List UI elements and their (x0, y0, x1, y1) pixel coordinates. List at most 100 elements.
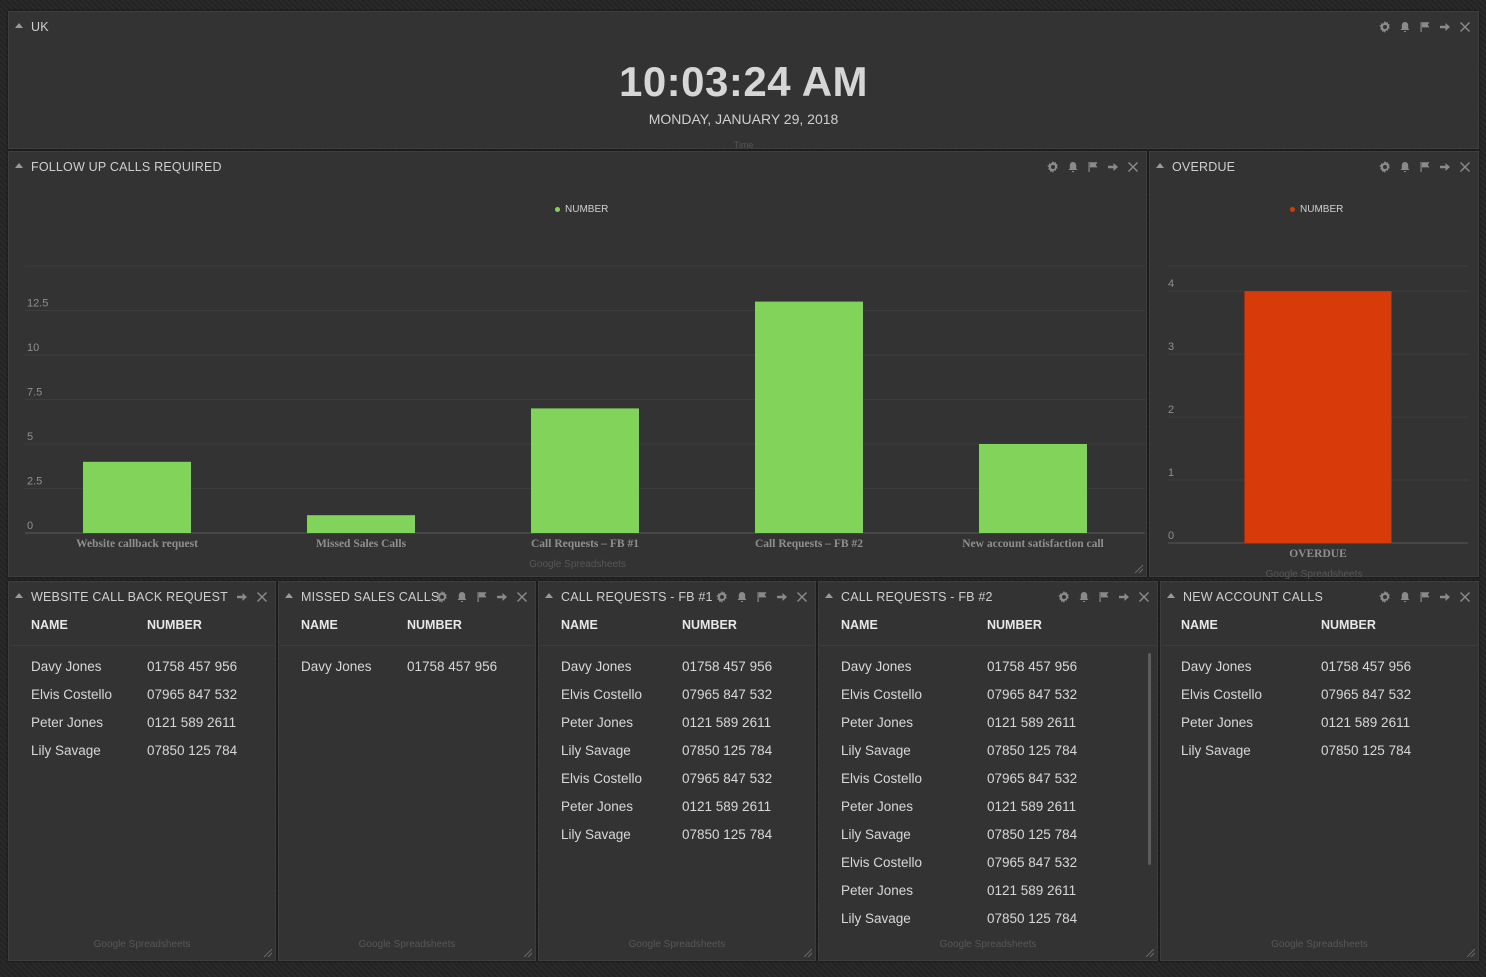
arrow-right-icon[interactable] (1438, 590, 1452, 604)
resize-handle[interactable] (1146, 949, 1154, 957)
table-row[interactable]: Lily Savage 07850 125 784 (819, 738, 1157, 766)
table-row[interactable]: Peter Jones 0121 589 2611 (9, 710, 275, 738)
table-row[interactable]: Peter Jones 0121 589 2611 (1161, 710, 1478, 738)
table-row[interactable]: Peter Jones 0121 589 2611 (539, 710, 815, 738)
bell-icon[interactable] (1398, 20, 1412, 34)
arrow-right-icon[interactable] (1117, 590, 1131, 604)
bar[interactable] (83, 461, 191, 533)
collapse-caret[interactable] (825, 593, 833, 598)
table-row[interactable]: Lily Savage 07850 125 784 (819, 906, 1157, 934)
collapse-caret[interactable] (1167, 593, 1175, 598)
close-icon[interactable] (515, 590, 529, 604)
table-row[interactable]: Peter Jones 0121 589 2611 (819, 794, 1157, 822)
collapse-caret[interactable] (15, 593, 23, 598)
flag-icon[interactable] (1418, 590, 1432, 604)
cell-name: Peter Jones (841, 883, 914, 898)
close-icon[interactable] (1137, 590, 1151, 604)
arrow-right-icon[interactable] (1106, 160, 1120, 174)
bar[interactable] (307, 515, 415, 533)
collapse-caret[interactable] (545, 593, 553, 598)
flag-icon[interactable] (1418, 20, 1432, 34)
table-row[interactable]: Lily Savage 07850 125 784 (539, 738, 815, 766)
bell-icon[interactable] (735, 590, 749, 604)
table-row[interactable]: Lily Savage 07850 125 784 (9, 738, 275, 766)
arrow-right-icon[interactable] (235, 590, 249, 604)
table-row[interactable]: Elvis Costello 07965 847 532 (539, 766, 815, 794)
gear-icon[interactable] (1378, 160, 1392, 174)
table-row[interactable]: Davy Jones 01758 457 956 (9, 654, 275, 682)
y-tick-label: 3 (1168, 341, 1174, 353)
resize-handle[interactable] (804, 949, 812, 957)
collapse-caret[interactable] (15, 23, 23, 28)
arrow-right-icon[interactable] (1438, 20, 1452, 34)
widget-toolbar (715, 590, 809, 604)
bar[interactable] (979, 444, 1087, 533)
clock-date: MONDAY, JANUARY 29, 2018 (648, 111, 839, 127)
table-row[interactable]: Davy Jones 01758 457 956 (279, 654, 535, 682)
call-requests-fb1-table-widget: CALL REQUESTS - FB #1 NAME NUMBER Davy Jone… (538, 581, 816, 961)
cell-number: 01758 457 956 (987, 659, 1078, 674)
table-row[interactable]: Lily Savage 07850 125 784 (539, 822, 815, 850)
bell-icon[interactable] (1398, 590, 1412, 604)
close-icon[interactable] (1458, 20, 1472, 34)
gear-icon[interactable] (1378, 590, 1392, 604)
table-row[interactable]: Elvis Costello 07965 847 532 (9, 682, 275, 710)
bar[interactable] (1244, 291, 1392, 543)
table-row[interactable]: Peter Jones 0121 589 2611 (539, 794, 815, 822)
close-icon[interactable] (255, 590, 269, 604)
table-row[interactable]: Davy Jones 01758 457 956 (819, 654, 1157, 682)
table-row[interactable]: Davy Jones 01758 457 956 (539, 654, 815, 682)
resize-handle[interactable] (1135, 565, 1143, 573)
gear-icon[interactable] (1046, 160, 1060, 174)
gear-icon[interactable] (435, 590, 449, 604)
collapse-caret[interactable] (285, 593, 293, 598)
resize-handle[interactable] (264, 949, 272, 957)
bell-icon[interactable] (1077, 590, 1091, 604)
table-row[interactable]: Davy Jones 01758 457 956 (1161, 654, 1478, 682)
flag-icon[interactable] (1086, 160, 1100, 174)
arrow-right-icon[interactable] (495, 590, 509, 604)
gear-icon[interactable] (1057, 590, 1071, 604)
cell-number: 07965 847 532 (682, 687, 773, 702)
resize-handle[interactable] (1467, 949, 1475, 957)
table-row[interactable]: Elvis Costello 07965 847 532 (819, 766, 1157, 794)
close-icon[interactable] (1458, 160, 1472, 174)
scrollbar[interactable] (1148, 653, 1151, 865)
x-category-label: Missed Sales Calls (316, 538, 407, 550)
arrow-right-icon[interactable] (1438, 160, 1452, 174)
bar[interactable] (755, 301, 863, 533)
table-row[interactable]: Peter Jones 0121 589 2611 (819, 710, 1157, 738)
table-row[interactable]: Elvis Costello 07965 847 532 (819, 682, 1157, 710)
table-row[interactable]: Peter Jones 0121 589 2611 (819, 878, 1157, 906)
flag-icon[interactable] (1097, 590, 1111, 604)
flag-icon[interactable] (755, 590, 769, 604)
flag-icon[interactable] (475, 590, 489, 604)
flag-icon[interactable] (1418, 160, 1432, 174)
bell-icon[interactable] (1066, 160, 1080, 174)
widget-toolbar (1378, 20, 1472, 34)
table-row[interactable]: Lily Savage 07850 125 784 (819, 822, 1157, 850)
table-row[interactable]: Lily Savage 07850 125 784 (1161, 738, 1478, 766)
cell-number: 07850 125 784 (1321, 743, 1412, 758)
resize-handle[interactable] (524, 949, 532, 957)
y-tick-label: 2 (1168, 404, 1174, 416)
close-icon[interactable] (1458, 590, 1472, 604)
table-row[interactable]: Elvis Costello 07965 847 532 (819, 850, 1157, 878)
bell-icon[interactable] (1398, 160, 1412, 174)
bell-icon[interactable] (455, 590, 469, 604)
cell-name: Elvis Costello (841, 771, 923, 786)
bar[interactable] (531, 408, 639, 533)
table-row[interactable]: Elvis Costello 07965 847 532 (539, 682, 815, 710)
gear-icon[interactable] (1378, 20, 1392, 34)
column-header-number: NUMBER (147, 618, 202, 632)
cell-name: Davy Jones (561, 659, 632, 674)
gear-icon[interactable] (715, 590, 729, 604)
collapse-caret[interactable] (1156, 163, 1164, 168)
close-icon[interactable] (795, 590, 809, 604)
column-header-name: NAME (31, 618, 68, 632)
table-body: Davy Jones 01758 457 956 Elvis Costello 079… (819, 654, 1157, 934)
collapse-caret[interactable] (15, 163, 23, 168)
arrow-right-icon[interactable] (775, 590, 789, 604)
table-row[interactable]: Elvis Costello 07965 847 532 (1161, 682, 1478, 710)
close-icon[interactable] (1126, 160, 1140, 174)
